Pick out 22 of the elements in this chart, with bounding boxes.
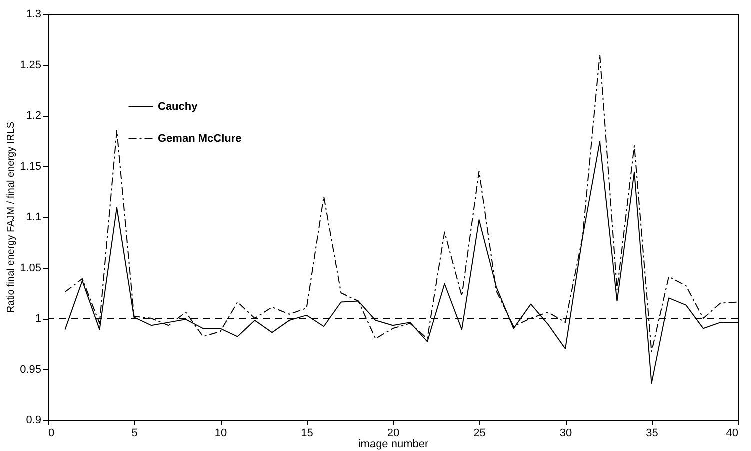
y-tick-label: 1.3 bbox=[26, 8, 42, 20]
x-tick-label: 15 bbox=[301, 428, 314, 440]
y-tick-label: 0.9 bbox=[26, 414, 42, 426]
x-tick-label: 25 bbox=[474, 428, 486, 440]
y-tick-label: 1.05 bbox=[20, 262, 42, 274]
x-tick-label: 5 bbox=[132, 428, 138, 440]
legend-label: Geman McClure bbox=[158, 133, 242, 145]
y-axis-title: Ratio final energy FAJM / final energy IRLS bbox=[6, 122, 18, 314]
x-axis-title: image number bbox=[358, 438, 429, 450]
y-tick-label: 1 bbox=[35, 313, 42, 325]
x-tick-label: 30 bbox=[560, 428, 572, 440]
y-tick-label: 1.25 bbox=[20, 59, 42, 72]
x-tick-label: 10 bbox=[214, 428, 228, 440]
y-tick-label: 0.95 bbox=[20, 364, 42, 376]
x-tick-label: 35 bbox=[646, 428, 658, 440]
y-tick-label: 1.15 bbox=[20, 160, 42, 173]
legend-label: Cauchy bbox=[158, 101, 199, 113]
x-tick-label: 0 bbox=[48, 428, 55, 440]
y-tick-label: 1.1 bbox=[26, 212, 42, 224]
x-tick-label: 20 bbox=[387, 428, 400, 440]
y-tick-label: 1.2 bbox=[26, 110, 42, 122]
x-tick-label: 40 bbox=[726, 428, 738, 440]
